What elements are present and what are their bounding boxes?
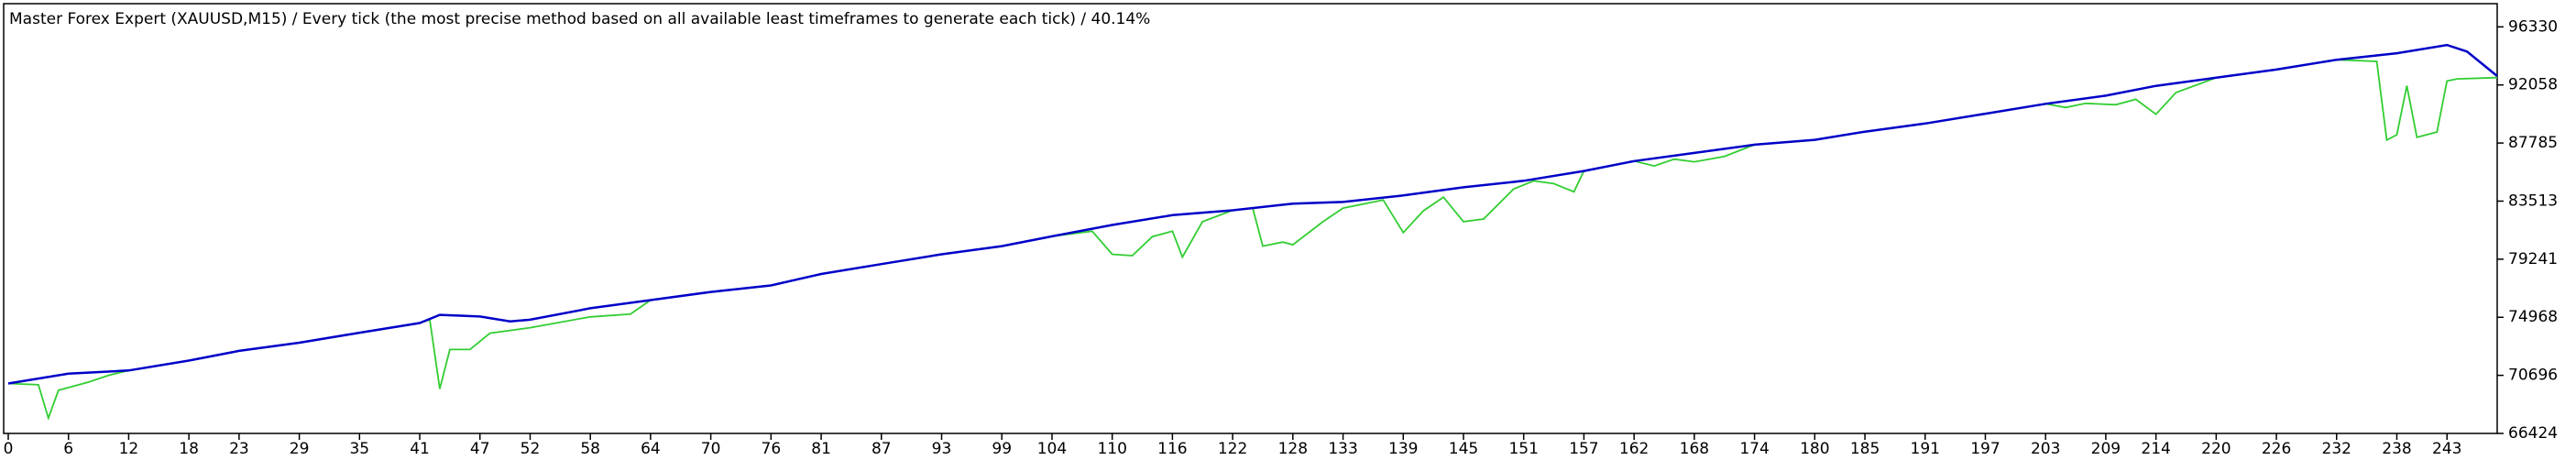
x-tick-label: 23: [229, 440, 249, 458]
y-tick-label: 79241: [2508, 250, 2558, 268]
x-tick-label: 162: [1619, 440, 1649, 458]
x-tick-label: 133: [1328, 440, 1357, 458]
y-tick-label: 66424: [2508, 424, 2558, 443]
x-tick-label: 226: [2262, 440, 2291, 458]
x-tick-label: 12: [119, 440, 139, 458]
x-tick-label: 6: [63, 440, 73, 458]
x-tick-label: 58: [580, 440, 600, 458]
x-tick-label: 145: [1449, 440, 1478, 458]
x-tick-label: 70: [701, 440, 721, 458]
y-tick-label: 74968: [2508, 308, 2558, 326]
x-tick-label: 122: [1218, 440, 1247, 458]
y-tick-label: 87785: [2508, 134, 2558, 152]
x-tick-label: 238: [2382, 440, 2411, 458]
x-tick-label: 110: [1097, 440, 1126, 458]
x-tick-label: 197: [1970, 440, 2000, 458]
x-tick-label: 203: [2031, 440, 2060, 458]
chart-title: Master Forex Expert (XAUUSD,M15) / Every…: [9, 10, 1150, 28]
x-tick-label: 87: [871, 440, 892, 458]
x-tick-label: 104: [1037, 440, 1067, 458]
x-tick-label: 174: [1739, 440, 1769, 458]
x-tick-label: 151: [1508, 440, 1538, 458]
x-tick-label: 185: [1850, 440, 1880, 458]
x-tick-label: 209: [2091, 440, 2121, 458]
x-tick-label: 64: [641, 440, 661, 458]
x-tick-label: 52: [521, 440, 541, 458]
x-tick-label: 168: [1680, 440, 1709, 458]
x-tick-label: 41: [410, 440, 430, 458]
x-tick-label: 220: [2201, 440, 2231, 458]
x-tick-label: 29: [290, 440, 310, 458]
x-tick-label: 191: [1911, 440, 1940, 458]
x-tick-label: 0: [4, 440, 14, 458]
x-tick-label: 128: [1278, 440, 1308, 458]
x-tick-label: 47: [470, 440, 490, 458]
y-tick-label: 83513: [2508, 192, 2558, 210]
y-tick-label: 70696: [2508, 367, 2558, 385]
series-line: [7, 43, 2498, 385]
y-tick-label: 92058: [2508, 76, 2558, 94]
x-tick-label: 116: [1157, 440, 1187, 458]
x-tick-label: 139: [1388, 440, 1418, 458]
x-tick-label: 99: [992, 440, 1012, 458]
x-tick-label: 18: [179, 440, 199, 458]
x-tick-label: 232: [2322, 440, 2351, 458]
x-tick-label: 214: [2141, 440, 2170, 458]
x-tick-label: 81: [811, 440, 831, 458]
y-tick-label: 96330: [2508, 17, 2558, 36]
x-tick-label: 157: [1569, 440, 1598, 458]
x-tick-label: 180: [1800, 440, 1829, 458]
series-line: [7, 59, 2498, 422]
plot-frame: [3, 3, 2498, 434]
x-tick-label: 35: [349, 440, 369, 458]
x-tick-label: 243: [2432, 440, 2461, 458]
x-tick-label: 76: [762, 440, 782, 458]
x-tick-label: 93: [932, 440, 952, 458]
